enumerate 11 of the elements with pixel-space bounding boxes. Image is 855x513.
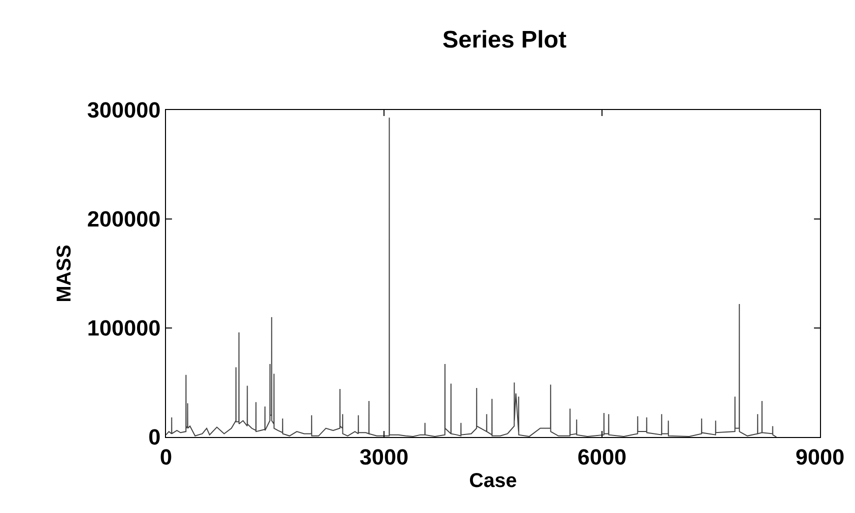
line-series <box>166 117 777 437</box>
x-axis-title: Case <box>469 470 517 492</box>
x-tick-label: 3000 <box>360 444 408 470</box>
y-tick-label: 100000 <box>87 316 161 341</box>
y-tick-label: 300000 <box>87 98 161 123</box>
y-tick-label: 0 <box>148 424 161 450</box>
x-tick-label: 9000 <box>796 444 844 470</box>
y-tick-label: 200000 <box>87 206 161 232</box>
y-axis-title: MASS <box>54 244 76 302</box>
chart-title: Series Plot <box>442 26 566 54</box>
x-tick-label: 6000 <box>578 444 626 470</box>
